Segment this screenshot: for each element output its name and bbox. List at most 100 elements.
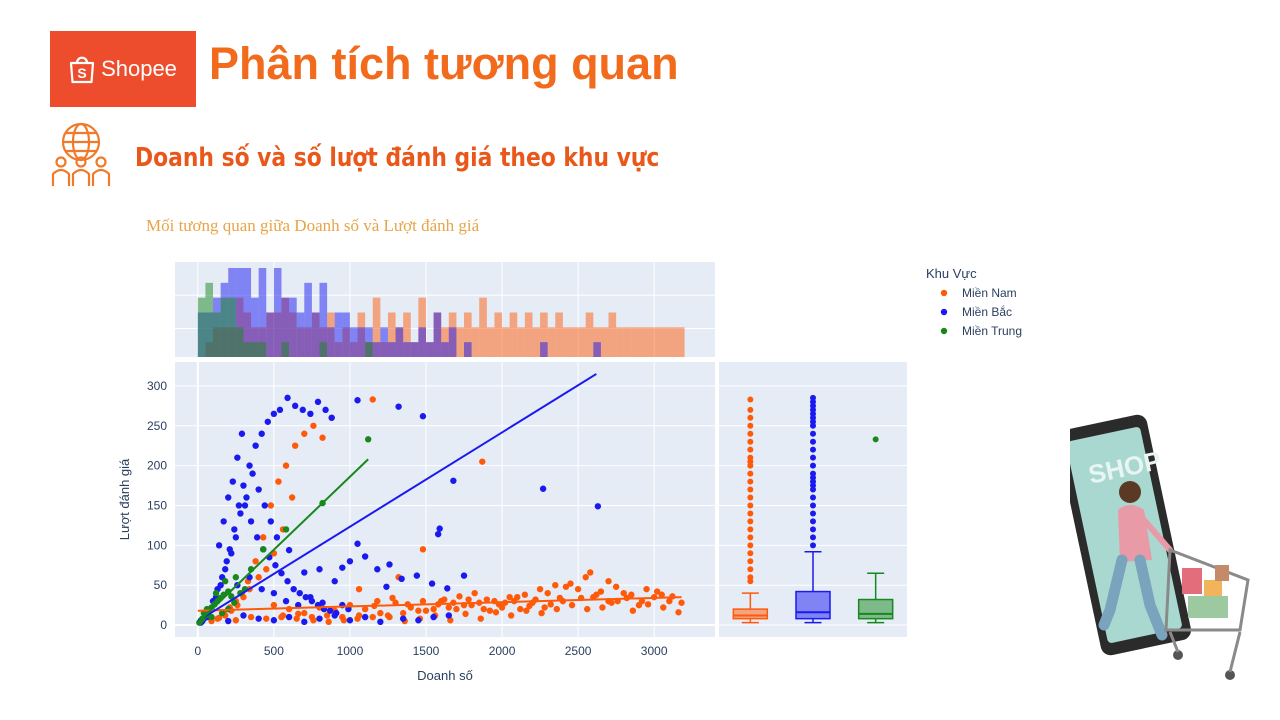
histogram-bar: [532, 327, 541, 357]
box-outlier: [747, 542, 754, 549]
x-tick-label: 0: [194, 644, 201, 658]
point-mien-bac: [399, 615, 407, 622]
box-outlier: [747, 566, 754, 573]
point-mien-bac: [220, 518, 227, 525]
point-mien-nam: [263, 615, 270, 622]
point-mien-nam: [355, 612, 363, 619]
histogram-bar: [296, 312, 305, 357]
box-outlier: [747, 518, 754, 525]
point-mien-nam: [465, 596, 472, 603]
point-mien-bac: [328, 414, 335, 421]
point-mien-nam: [310, 422, 317, 429]
point-mien-bac: [430, 613, 437, 621]
point-mien-bac: [258, 585, 265, 593]
point-mien-bac: [241, 502, 249, 509]
point-mien-bac: [398, 575, 405, 583]
point-mien-bac: [419, 413, 427, 420]
point-mien-nam: [399, 609, 407, 617]
shopee-bag-icon: S: [69, 56, 95, 84]
point-mien-bac: [243, 494, 250, 501]
point-mien-nam: [319, 434, 326, 441]
histogram-bar: [654, 327, 662, 357]
box-outlier: [747, 502, 754, 509]
point-mien-bac: [276, 406, 284, 414]
point-mien-nam: [263, 566, 270, 573]
histogram-bar: [540, 312, 548, 357]
point-mien-nam: [247, 613, 255, 621]
point-mien-nam: [492, 609, 500, 616]
point-mien-nam: [389, 594, 396, 602]
histogram-bar: [213, 312, 221, 357]
x-tick-label: 2500: [565, 644, 592, 658]
svg-text:S: S: [77, 65, 86, 81]
box-outlier: [810, 454, 816, 461]
point-mien-bac: [240, 612, 247, 619]
legend-title: Khu Vực: [926, 266, 977, 281]
box-outlier: [747, 486, 754, 493]
box-outlier: [747, 558, 754, 565]
point-mien-nam: [422, 607, 430, 614]
box-outlier: [747, 396, 754, 403]
point-mien-nam: [260, 534, 267, 541]
histogram-bar: [502, 327, 510, 357]
point-mien-nam: [325, 618, 332, 626]
box-outlier: [747, 550, 754, 557]
histogram-bar: [311, 312, 320, 357]
point-mien-nam: [523, 607, 530, 614]
point-mien-bac: [395, 403, 402, 410]
histogram-bar: [327, 327, 335, 357]
point-mien-bac: [270, 589, 278, 597]
histogram-bar: [585, 312, 594, 357]
box-outlier: [747, 414, 754, 421]
point-mien-bac: [270, 617, 278, 624]
histogram-bar: [471, 327, 480, 357]
point-mien-nam: [479, 458, 486, 465]
histogram-bar: [205, 282, 214, 357]
box-outlier: [747, 510, 754, 517]
point-mien-bac: [354, 540, 361, 547]
point-mien-bac: [361, 613, 369, 621]
point-mien-bac: [278, 570, 285, 577]
point-mien-nam: [658, 591, 665, 598]
point-mien-nam: [340, 617, 348, 624]
point-mien-nam: [374, 597, 381, 605]
histogram-bar: [403, 342, 411, 357]
point-mien-bac: [428, 580, 436, 587]
histogram-bar: [479, 297, 487, 357]
point-mien-nam: [587, 569, 594, 576]
histogram-bar: [494, 312, 503, 357]
point-mien-bac: [539, 485, 547, 492]
point-mien-bac: [246, 462, 253, 469]
point-mien-bac: [346, 617, 354, 624]
point-mien-bac: [225, 617, 232, 625]
point-mien-nam: [279, 612, 287, 619]
box-outlier: [810, 510, 816, 517]
point-mien-bac: [386, 561, 393, 568]
point-mien-nam: [270, 601, 278, 609]
point-mien-nam: [506, 593, 513, 601]
point-mien-bac: [301, 569, 308, 576]
point-mien-trung: [282, 526, 290, 533]
box-outlier: [810, 542, 816, 549]
point-mien-bac: [295, 601, 302, 609]
histogram-bar: [235, 268, 244, 357]
section-subtitle: Doanh số và số lượt đánh giá theo khu vự…: [135, 143, 660, 173]
histogram-bar: [365, 342, 373, 357]
point-mien-nam: [255, 574, 262, 581]
point-mien-nam: [568, 601, 576, 609]
point-mien-bac: [374, 566, 381, 573]
trendline-mien-nam: [197, 596, 682, 612]
point-mien-bac: [444, 585, 451, 592]
histogram-bar: [258, 342, 267, 357]
histogram-bar: [372, 342, 381, 357]
point-mien-bac: [316, 566, 323, 573]
point-mien-nam: [553, 605, 561, 613]
point-mien-bac: [413, 572, 421, 579]
histogram-bar: [243, 268, 252, 357]
logo-text: Shopee: [101, 56, 177, 81]
histogram-bar: [425, 342, 434, 357]
histogram-bar: [251, 297, 259, 357]
histogram-bar: [638, 327, 647, 357]
y-tick-label: 250: [147, 419, 167, 433]
point-mien-trung: [260, 546, 267, 553]
